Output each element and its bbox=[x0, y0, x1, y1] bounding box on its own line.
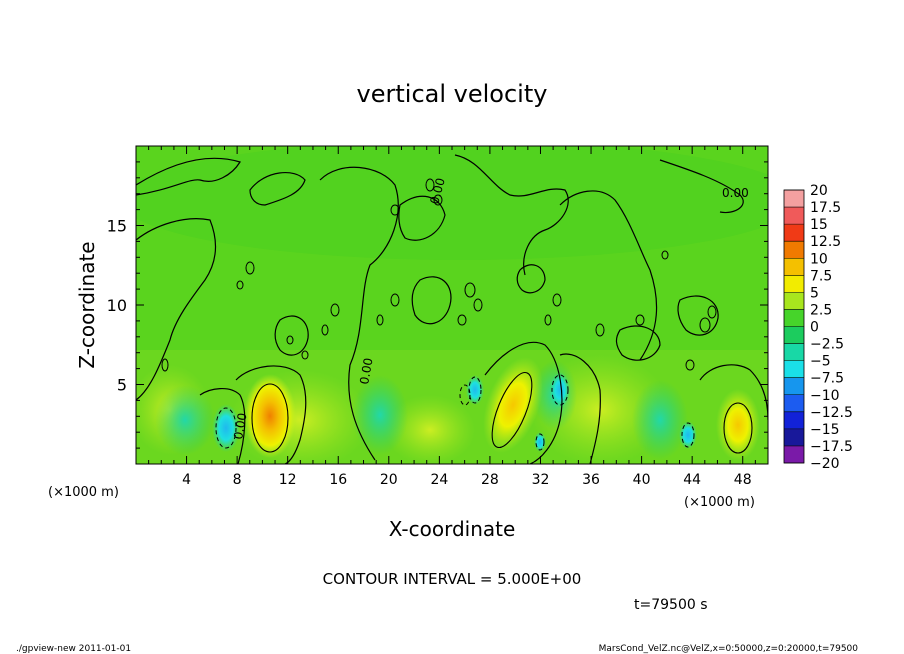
colorbar-band bbox=[784, 275, 804, 293]
axis-ticks bbox=[136, 146, 768, 464]
x-tick-label: 8 bbox=[233, 472, 242, 488]
colorbar-label: 20 bbox=[810, 183, 828, 199]
colorbar-label: 7.5 bbox=[810, 268, 832, 284]
zero-contours bbox=[136, 154, 768, 464]
colorbar-band bbox=[784, 190, 804, 208]
colorbar-label: 12.5 bbox=[810, 234, 841, 250]
time-label: t=79500 s bbox=[634, 597, 708, 613]
chart-title: vertical velocity bbox=[357, 80, 548, 108]
colorbar-band bbox=[784, 292, 804, 310]
colorbar-label: −5 bbox=[810, 354, 831, 370]
x-tick-label: 20 bbox=[380, 472, 398, 488]
colorbar-label: 17.5 bbox=[810, 200, 841, 216]
colorbar-band bbox=[784, 207, 804, 225]
colorbar-label: −12.5 bbox=[810, 405, 853, 421]
colorbar-frame bbox=[783, 189, 805, 464]
x-tick-label: 40 bbox=[633, 472, 651, 488]
upper-layer-shade bbox=[136, 146, 768, 260]
colorbar-label: 10 bbox=[810, 251, 828, 267]
colorbar-band bbox=[784, 377, 804, 395]
soft-downdraft-region bbox=[632, 380, 688, 460]
colorbar bbox=[784, 189, 804, 464]
soft-downdraft-region bbox=[352, 375, 408, 455]
colorbar-label: 0 bbox=[810, 320, 819, 336]
plot-area: 0.00 0.00 0.00 0.00 bbox=[136, 146, 768, 464]
updraft-core bbox=[483, 357, 543, 453]
y-tick-labels: 5 10 15 bbox=[107, 217, 127, 395]
y-tick-label: 5 bbox=[117, 376, 127, 395]
x-tick-label: 36 bbox=[582, 472, 600, 488]
colorbar-band bbox=[784, 343, 804, 361]
colorbar-label: −15 bbox=[810, 422, 840, 438]
x-tick-label: 12 bbox=[279, 472, 297, 488]
updraft-core bbox=[716, 389, 760, 461]
contour-label: 0.00 bbox=[427, 176, 447, 205]
colorbar-band bbox=[784, 258, 804, 276]
small-contour-loops bbox=[161, 178, 717, 372]
contour-interval: CONTOUR INTERVAL = 5.000E+00 bbox=[323, 570, 582, 588]
downdraft-core bbox=[550, 372, 570, 408]
x-unit-right: (×1000 m) bbox=[684, 495, 755, 510]
colorbar-label: −20 bbox=[810, 456, 840, 472]
negative-contours bbox=[215, 374, 695, 451]
x-tick-label: 28 bbox=[481, 472, 499, 488]
contour-label: 0.00 bbox=[357, 357, 375, 386]
soft-downdraft-region bbox=[155, 385, 215, 455]
colorbar-band bbox=[784, 445, 804, 463]
contour-label: 0.00 bbox=[722, 186, 749, 200]
x-tick-label: 24 bbox=[430, 472, 448, 488]
colorbar-band bbox=[784, 309, 804, 327]
colorbar-band bbox=[784, 394, 804, 412]
downdraft-core bbox=[212, 404, 240, 452]
colorbar-label: 5 bbox=[810, 285, 819, 301]
x-tick-label: 44 bbox=[683, 472, 701, 488]
colorbar-label: −2.5 bbox=[810, 337, 844, 353]
positive-contours bbox=[251, 371, 753, 454]
colorbar-band bbox=[784, 360, 804, 378]
colorbar-band bbox=[784, 241, 804, 259]
colorbar-label: −10 bbox=[810, 388, 840, 404]
y-axis-label: Z-coordinate bbox=[75, 241, 99, 368]
colorbar-band bbox=[784, 411, 804, 429]
x-axis-label: X-coordinate bbox=[389, 517, 516, 541]
colorbar-band bbox=[784, 224, 804, 242]
x-tick-label: 48 bbox=[734, 472, 752, 488]
colorbar-band bbox=[784, 428, 804, 446]
colorbar-band bbox=[784, 326, 804, 344]
colorbar-label: 2.5 bbox=[810, 302, 832, 318]
contour-label: 0.00 bbox=[231, 412, 249, 441]
colorbar-label: −17.5 bbox=[810, 439, 853, 455]
y-tick-label: 15 bbox=[107, 217, 127, 236]
footer-right: MarsCond_VelZ.nc@VelZ,x=0:50000,z=0:2000… bbox=[599, 644, 859, 654]
x-tick-labels: 4 8 12 16 20 24 28 32 36 40 44 48 bbox=[182, 472, 752, 488]
x-tick-label: 4 bbox=[182, 472, 191, 488]
x-tick-label: 16 bbox=[329, 472, 347, 488]
x-unit-left: (×1000 m) bbox=[48, 485, 119, 500]
colorbar-label: 15 bbox=[810, 217, 828, 233]
y-tick-label: 10 bbox=[107, 296, 127, 315]
x-tick-label: 32 bbox=[532, 472, 550, 488]
colorbar-label: −7.5 bbox=[810, 371, 844, 387]
footer-left: ./gpview-new 2011-01-01 bbox=[16, 644, 131, 654]
